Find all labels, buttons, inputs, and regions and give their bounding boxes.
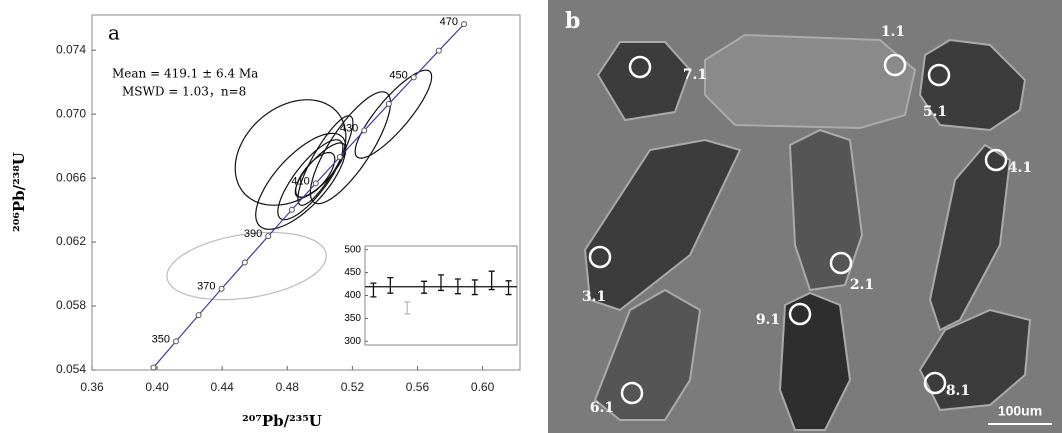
y-tick-label: 500 <box>344 244 361 255</box>
age-label: 450 <box>389 69 407 81</box>
concordia-point <box>266 234 271 239</box>
y-tick-label: 450 <box>344 267 361 278</box>
y-tick-label: 0.074 <box>56 42 86 56</box>
y-tick-label: 0.058 <box>56 298 86 312</box>
inset-frame <box>365 246 517 345</box>
concordia-point <box>219 286 224 291</box>
x-tick-label: 0.40 <box>145 380 169 394</box>
y-tick-label: 400 <box>344 290 361 301</box>
annotation: Mean = 419.1 ± 6.4 Ma <box>112 67 258 81</box>
error-ellipse <box>167 233 326 300</box>
y-tick-label: 0.066 <box>56 170 86 184</box>
page: b 100um a Mean = 419.1 ± 6.4 Ma MSWD = 1… <box>0 0 1062 433</box>
concordia-point <box>242 260 247 265</box>
concordia-point <box>411 75 416 80</box>
spot-label: 7.1 <box>683 67 707 83</box>
y-tick-label: 0.062 <box>56 234 86 248</box>
spot-label: 1.1 <box>881 24 905 40</box>
concordia-point <box>362 128 367 133</box>
age-label: 370 <box>197 281 215 293</box>
age-label: 470 <box>440 16 458 28</box>
y-axis-title: ²⁰⁶Pb/²³⁸U <box>10 152 28 232</box>
panel-label: a <box>108 21 120 45</box>
concordia-point <box>289 207 294 212</box>
spot-label: 3.1 <box>582 289 606 305</box>
y-tick-label: 350 <box>344 313 361 324</box>
concordia-point <box>462 22 467 27</box>
error-ellipse <box>295 143 345 197</box>
concordia-point <box>436 48 441 53</box>
age-label: 350 <box>152 333 170 345</box>
spot-label: 6.1 <box>590 400 614 416</box>
error-ellipse <box>310 92 390 204</box>
spot-label: 2.1 <box>850 277 874 293</box>
x-tick-label: 0.44 <box>211 380 235 394</box>
spot-label: 9.1 <box>756 312 780 328</box>
concordia-point <box>151 365 156 370</box>
x-tick-label: 0.56 <box>406 380 430 394</box>
concordia-point <box>313 181 318 186</box>
spot-label: 8.1 <box>946 383 970 399</box>
scale-bar-label: 100um <box>998 403 1042 419</box>
concordia-point <box>173 339 178 344</box>
y-tick-label: 300 <box>344 336 361 347</box>
spot-label: 4.1 <box>1008 160 1032 176</box>
x-tick-label: 0.60 <box>471 380 495 394</box>
zircon <box>705 35 915 128</box>
spot-label: 5.1 <box>923 104 947 120</box>
concordia-point <box>337 155 342 160</box>
concordia-point <box>386 101 391 106</box>
x-axis-title: ²⁰⁷Pb/²³⁵U <box>242 412 322 430</box>
x-tick-label: 0.48 <box>276 380 300 394</box>
x-tick-label: 0.52 <box>341 380 365 394</box>
panel-label: b <box>565 8 580 34</box>
figure: b 100um a Mean = 419.1 ± 6.4 Ma MSWD = 1… <box>0 0 1062 433</box>
zircons <box>585 35 1030 430</box>
error-ellipse <box>355 70 432 158</box>
y-tick-label: 0.070 <box>56 106 86 120</box>
concordia-point <box>196 313 201 318</box>
x-tick-label: 0.36 <box>80 380 104 394</box>
age-label: 430 <box>340 122 358 134</box>
age-label: 390 <box>244 228 262 240</box>
age-label: 410 <box>291 175 309 187</box>
annotation: MSWD = 1.03，n=8 <box>122 85 246 99</box>
y-tick-label: 0.054 <box>56 362 86 376</box>
